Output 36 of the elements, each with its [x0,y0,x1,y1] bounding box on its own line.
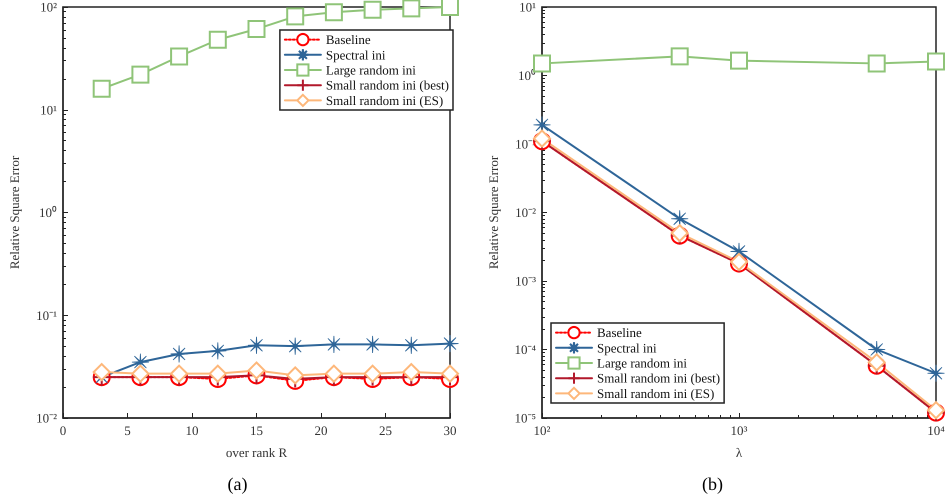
x-tick-label: 10² [534,423,551,438]
legend-label: Large random ini [326,62,416,78]
x-tick-label: 15 [250,423,263,438]
x-tick-label: 10 [186,423,198,438]
x-tick-label: 25 [379,423,392,438]
legend-label: Spectral ini [597,340,657,356]
y-tick-label: 10⁰ [39,205,57,220]
x-tick-label: 20 [314,423,328,438]
y-tick-label: 10⁻¹ [36,308,58,323]
legend-label: Baseline [597,325,642,340]
text: (a) [228,474,248,494]
y-tick-label: 10¹ [40,102,58,118]
legend-label: Large random ini [597,356,688,370]
y-tick-label: 10⁻² [36,410,58,426]
y-tick-label: 10⁻² [515,205,536,220]
x-tick-label: 0 [60,423,66,438]
y-tick-label: 10⁻⁵ [514,410,536,426]
x-tick-label: 5 [124,423,131,438]
legend-label: Small random ini (ES) [326,92,444,108]
legend-label: Small random ini (best) [326,78,450,93]
text: (b) [702,474,724,494]
legend-label: Small random ini (best) [597,370,720,386]
x-axis-title: λ [736,445,743,460]
y-axis-title: Relative Square Error [486,155,501,270]
legend-label: Spectral ini [326,47,386,62]
legend-label: Small random ini (ES) [597,386,714,401]
legend-label: Baseline [326,32,371,48]
y-tick-label: 10⁻³ [515,274,536,288]
y-tick-label: 10² [40,0,58,14]
y-tick-label: 10⁻⁴ [514,342,536,357]
y-axis-title: Relative Square Error [7,155,22,270]
x-axis-title: over rank R [226,445,288,460]
y-tick-label: 10¹ [519,0,536,14]
x-tick-label: 30 [444,423,456,438]
x-tick-label: 10³ [730,423,748,438]
x-tick-label: 10⁴ [927,423,946,438]
